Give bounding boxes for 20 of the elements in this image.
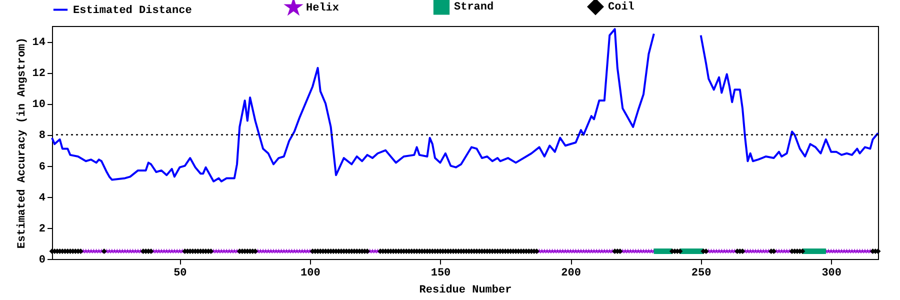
x-tick-label: 250 [691,268,712,280]
x-tick-label: 100 [300,268,320,280]
legend-label: Strand [454,2,494,14]
y-tick-label: 14 [32,37,46,50]
x-tick-label: 300 [822,268,842,280]
x-tick-label: 50 [174,268,187,280]
y-tick-label: 8 [38,130,46,142]
legend-label: Coil [608,2,635,14]
legend-label: Estimated Distance [73,4,192,17]
y-tick-label: 4 [38,192,46,204]
x-tick-label: 150 [430,268,451,280]
y-axis-title: Estimated Accuracy (in Angstrom) [16,37,28,249]
legend-label: Helix [306,2,340,14]
y-tick-label: 2 [38,223,46,236]
y-tick-label: 10 [32,99,46,112]
x-axis-title: Residue Number [419,284,512,296]
y-tick-label: 0 [38,254,46,266]
y-tick-label: 6 [38,161,46,174]
y-tick-label: 12 [32,68,46,80]
x-tick-label: 200 [561,268,581,280]
